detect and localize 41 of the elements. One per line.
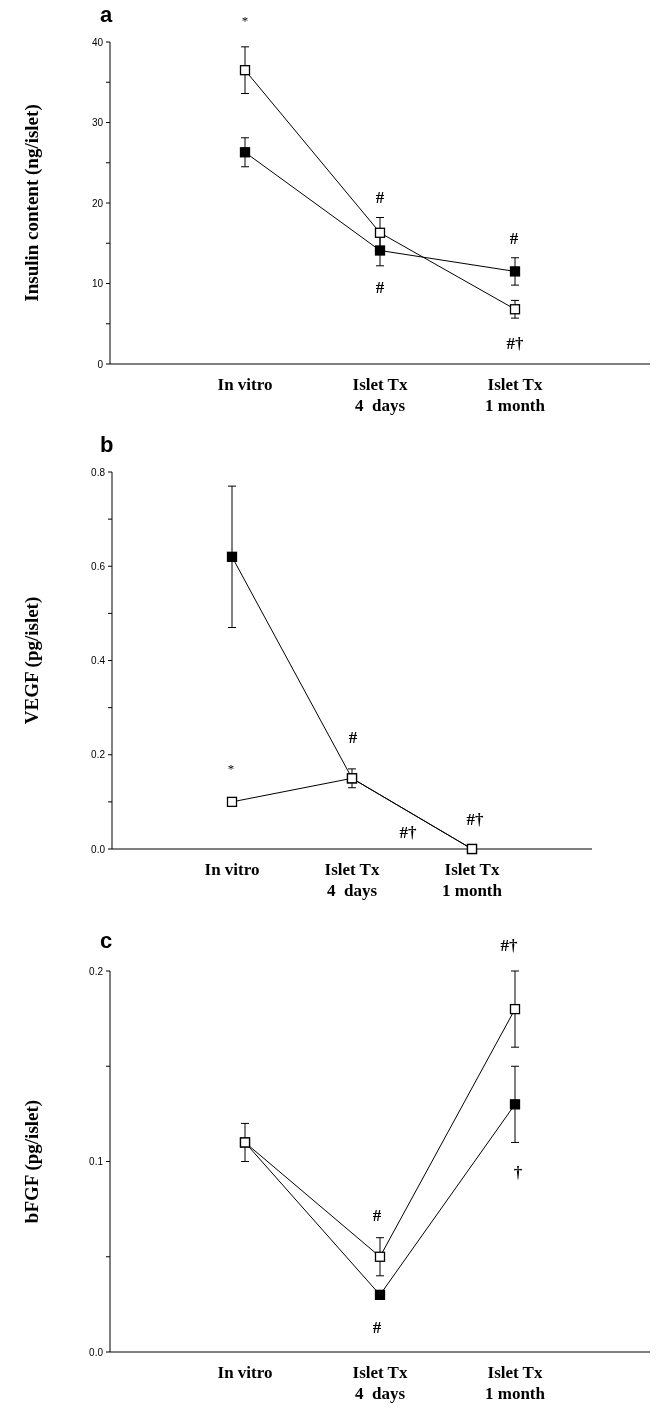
y-tick-label: 10 (91, 278, 104, 289)
y-tick-label: 0.6 (91, 560, 106, 572)
annotation: # (375, 187, 385, 207)
y-tick-label: 0.4 (91, 655, 106, 666)
y-tick-label: 0.2 (89, 965, 104, 977)
y-tick-label: 0.1 (89, 1156, 104, 1167)
y-tick-label: 0.2 (91, 749, 106, 761)
x-tick-label: Islet Tx 4 days (324, 860, 380, 900)
annotation: #† (506, 333, 524, 353)
annotation: † (513, 1162, 523, 1182)
annotation: #† (466, 809, 484, 829)
x-tick-label: Islet Tx 4 days (352, 375, 408, 415)
y-axis-title: VEGF (pg/islet) (21, 596, 43, 725)
y-tick-label: 20 (91, 197, 104, 209)
annotation: # (372, 1317, 382, 1337)
x-tick-label: Islet Tx 1 month (485, 375, 546, 415)
annotation: # (372, 1205, 382, 1225)
x-tick-label: In vitro (204, 860, 260, 879)
chart-title: b (100, 432, 114, 457)
y-tick-label: 30 (91, 117, 104, 128)
x-tick-label: In vitro (217, 375, 273, 394)
y-tick-label: 0 (97, 358, 104, 370)
y-axis-title: Insulin content (ng/islet) (21, 104, 43, 302)
y-tick-label: 0.0 (89, 1346, 104, 1358)
y-tick-label: 40 (91, 36, 104, 48)
y-tick-label: 0.0 (91, 843, 106, 855)
annotation: #† (399, 822, 417, 842)
chart-title: c (100, 928, 113, 953)
annotation: # (509, 228, 519, 248)
text: #† (500, 935, 518, 955)
y-tick-label: 0.8 (91, 466, 106, 478)
text: * (241, 12, 249, 28)
y-axis-title: bFGF (pg/islet) (21, 1099, 43, 1224)
chart-title: a (100, 2, 113, 27)
annotation: # (348, 727, 358, 747)
annotation: * (227, 760, 235, 776)
x-tick-label: Islet Tx 1 month (442, 860, 503, 900)
x-tick-label: In vitro (217, 1363, 273, 1382)
annotation: # (375, 277, 385, 297)
x-tick-label: Islet Tx 4 days (352, 1363, 408, 1403)
x-tick-label: Islet Tx 1 month (485, 1363, 546, 1403)
